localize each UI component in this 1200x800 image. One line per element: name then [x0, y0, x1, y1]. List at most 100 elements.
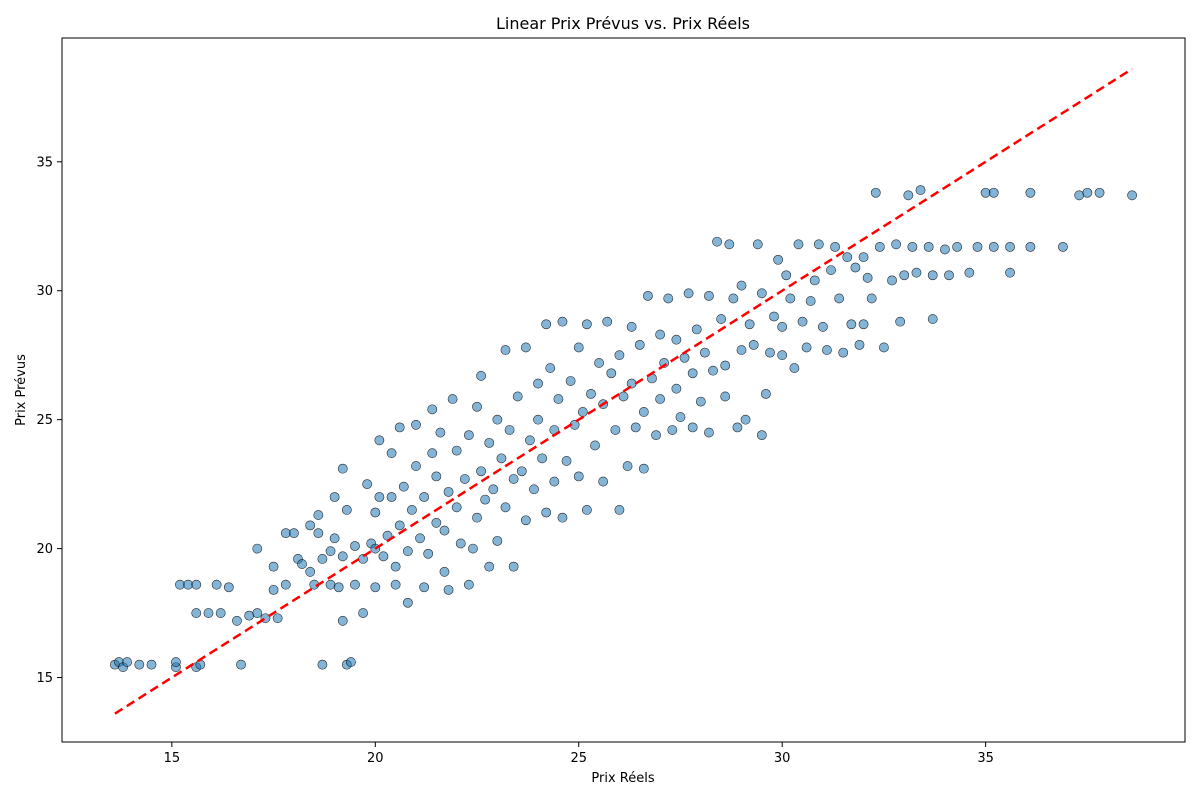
- scatter-point: [793, 239, 804, 250]
- scatter-point: [134, 659, 145, 670]
- scatter-point: [541, 319, 552, 330]
- scatter-point: [679, 352, 690, 363]
- reference-line: [114, 67, 1133, 715]
- scatter-point: [630, 422, 641, 433]
- scatter-point: [785, 293, 796, 304]
- scatter-point: [215, 608, 226, 618]
- scatter-point: [122, 657, 132, 667]
- scatter-point: [272, 613, 283, 624]
- y-tick-label: 15: [36, 671, 53, 686]
- scatter-point: [451, 445, 462, 456]
- scatter-point: [1082, 187, 1093, 198]
- scatter-point: [557, 316, 568, 327]
- plot-frame: [61, 37, 1186, 743]
- scatter-point: [191, 608, 202, 618]
- scatter-point: [533, 378, 543, 389]
- scatter-point: [394, 520, 405, 531]
- scatter-point: [581, 505, 592, 515]
- scatter-point: [484, 561, 495, 572]
- scatter-point: [728, 293, 739, 304]
- scatter-point: [699, 347, 710, 358]
- scatter-point: [716, 314, 727, 324]
- scatter-point: [439, 525, 450, 536]
- scatter-point: [761, 388, 771, 399]
- scatter-point: [777, 321, 788, 332]
- scatter-point: [525, 435, 535, 446]
- scatter-point: [740, 414, 751, 425]
- scatter-point: [476, 370, 486, 381]
- scatter-point: [289, 528, 299, 539]
- scatter-point: [402, 546, 413, 557]
- scatter-point: [736, 345, 747, 355]
- scatter-point: [655, 329, 666, 340]
- scatter-point: [463, 579, 474, 590]
- scatter-point: [203, 608, 214, 618]
- scatter-point: [439, 566, 450, 577]
- scatter-point: [870, 187, 881, 198]
- scatter-point: [541, 507, 552, 518]
- scatter-point: [854, 339, 865, 350]
- scatter-point: [484, 437, 495, 448]
- scatter-point: [817, 321, 828, 332]
- scatter-point: [826, 265, 836, 275]
- scatter-point: [797, 316, 808, 327]
- scatter-point: [394, 422, 405, 433]
- scatter-point: [586, 388, 596, 399]
- scatter-point: [964, 267, 975, 278]
- scatter-point: [386, 448, 397, 459]
- scatter-point: [411, 461, 421, 471]
- scatter-point: [581, 319, 592, 330]
- scatter-point: [146, 659, 157, 670]
- scatter-point: [280, 579, 291, 590]
- scatter-point: [858, 252, 869, 263]
- scatter-point: [675, 412, 686, 422]
- scatter-point: [622, 461, 633, 471]
- scatter-point: [614, 505, 625, 515]
- y-tick-label: 35: [36, 155, 53, 170]
- scatter-point: [362, 479, 373, 490]
- scatter-point: [390, 579, 401, 590]
- scatter-point: [443, 584, 454, 595]
- scatter-point: [846, 319, 857, 330]
- scatter-point: [879, 342, 889, 353]
- scatter-point: [1127, 190, 1138, 201]
- scatter-point: [756, 288, 767, 299]
- scatter-point: [687, 422, 698, 433]
- x-axis: 15 20 25 30 35: [164, 742, 994, 766]
- scatter-point: [923, 241, 934, 252]
- scatter-point: [341, 505, 352, 515]
- scatter-point: [927, 270, 938, 281]
- y-axis: 15 20 25 30 35: [36, 155, 62, 686]
- scatter-point: [232, 615, 242, 626]
- scatter-point: [268, 561, 279, 572]
- scatter-point: [333, 582, 344, 593]
- scatter-point: [402, 597, 413, 608]
- x-tick-label: 20: [367, 751, 384, 766]
- scatter-point: [508, 474, 519, 484]
- scatter-point: [313, 528, 324, 539]
- scatter-point: [952, 241, 963, 252]
- scatter-point: [618, 391, 629, 402]
- scatter-point: [683, 288, 694, 299]
- scatter-point: [337, 463, 348, 474]
- x-tick-label: 15: [164, 751, 181, 766]
- scatter-point: [512, 391, 523, 402]
- scatter-point: [927, 314, 938, 324]
- scatter-point: [944, 270, 954, 281]
- scatter-point: [325, 546, 336, 557]
- scatter-point: [370, 582, 381, 593]
- scatter-point: [476, 466, 486, 477]
- scatter-point: [671, 334, 682, 345]
- scatter-point: [752, 239, 763, 250]
- scatter-point: [687, 368, 698, 379]
- scatter-point: [781, 270, 792, 281]
- scatter-point: [183, 579, 194, 590]
- scatter-point: [463, 430, 474, 441]
- scatter-point: [655, 394, 666, 404]
- scatter-point: [447, 394, 458, 404]
- scatter-point: [850, 262, 861, 273]
- scatter-point: [1005, 267, 1015, 278]
- scatter-point: [443, 486, 454, 497]
